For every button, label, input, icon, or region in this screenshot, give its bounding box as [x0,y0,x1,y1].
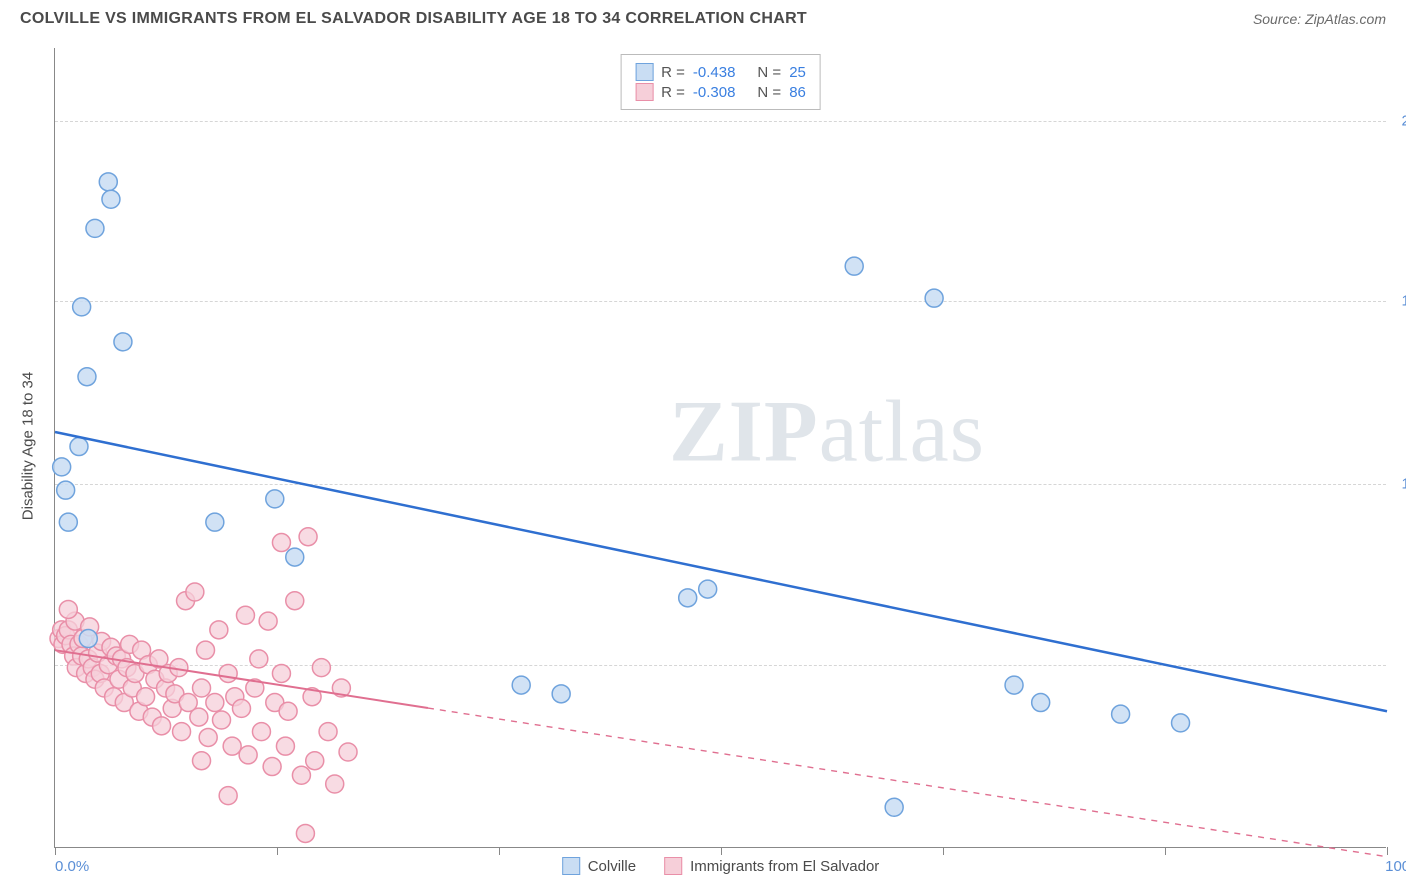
data-point [73,298,91,316]
y-tick-label: 12.5% [1401,476,1406,493]
data-point [266,490,284,508]
stats-row-1: R = -0.308 N = 86 [635,83,806,101]
x-axis-label-min: 0.0% [55,858,89,875]
data-point [512,676,530,694]
stats-r-label: R = [661,64,685,81]
data-point [326,775,344,793]
data-point [845,257,863,275]
data-point [99,173,117,191]
y-tick-label: 25.0% [1401,112,1406,129]
data-point [193,752,211,770]
data-point [86,219,104,237]
data-point [193,679,211,697]
swatch-series-1 [635,83,653,101]
data-point [137,688,155,706]
data-point [263,758,281,776]
data-point [219,664,237,682]
data-point [210,621,228,639]
stats-r-label: R = [661,84,685,101]
data-point [1112,705,1130,723]
legend-item-1: Immigrants from El Salvador [664,857,879,875]
data-point [173,723,191,741]
data-point [250,650,268,668]
data-point [286,592,304,610]
trend-line-dashed [428,708,1387,857]
data-point [252,723,270,741]
stats-n-value-0: 25 [789,64,806,81]
legend-swatch-0 [562,857,580,875]
data-point [102,190,120,208]
data-point [552,685,570,703]
legend-swatch-1 [664,857,682,875]
data-point [925,289,943,307]
data-point [232,699,250,717]
data-point [190,708,208,726]
data-point [1032,694,1050,712]
stats-row-0: R = -0.438 N = 25 [635,63,806,81]
data-point [59,600,77,618]
stats-legend-box: R = -0.438 N = 25 R = -0.308 N = 86 [620,54,821,110]
data-point [153,717,171,735]
data-point [79,630,97,648]
legend-label-1: Immigrants from El Salvador [690,858,879,875]
data-point [292,766,310,784]
data-point [186,583,204,601]
data-point [213,711,231,729]
data-point [272,534,290,552]
stats-n-label: N = [757,64,781,81]
data-point [276,737,294,755]
legend: Colville Immigrants from El Salvador [562,857,880,875]
data-point [312,659,330,677]
legend-item-0: Colville [562,857,636,875]
stats-r-value-1: -0.308 [693,84,736,101]
data-point [53,458,71,476]
stats-n-label: N = [757,84,781,101]
data-point [239,746,257,764]
data-point [219,787,237,805]
chart-plot-area: ZIPatlas 6.3%12.5%18.8%25.0% R = -0.438 … [54,48,1386,848]
data-point [199,728,217,746]
data-point [299,528,317,546]
data-point [78,368,96,386]
data-point [223,737,241,755]
data-point [319,723,337,741]
data-point [679,589,697,607]
data-point [699,580,717,598]
data-point [286,548,304,566]
data-point [885,798,903,816]
data-point [259,612,277,630]
data-point [206,513,224,531]
data-point [57,481,75,499]
stats-r-value-0: -0.438 [693,64,736,81]
legend-label-0: Colville [588,858,636,875]
data-point [206,694,224,712]
data-point [1172,714,1190,732]
scatter-plot-svg [55,48,1386,847]
data-point [70,438,88,456]
swatch-series-0 [635,63,653,81]
data-point [339,743,357,761]
y-axis-title: Disability Age 18 to 34 [20,372,37,520]
stats-n-value-1: 86 [789,84,806,101]
data-point [272,664,290,682]
data-point [197,641,215,659]
y-tick-label: 18.8% [1401,293,1406,310]
trend-line [55,432,1387,711]
chart-title: COLVILLE VS IMMIGRANTS FROM EL SALVADOR … [20,10,807,28]
x-axis-label-max: 100.0% [1385,858,1406,875]
data-point [1005,676,1023,694]
source-attribution: Source: ZipAtlas.com [1253,11,1386,27]
data-point [114,333,132,351]
data-point [59,513,77,531]
data-point [306,752,324,770]
data-point [236,606,254,624]
header: COLVILLE VS IMMIGRANTS FROM EL SALVADOR … [0,0,1406,36]
data-point [296,824,314,842]
data-point [279,702,297,720]
